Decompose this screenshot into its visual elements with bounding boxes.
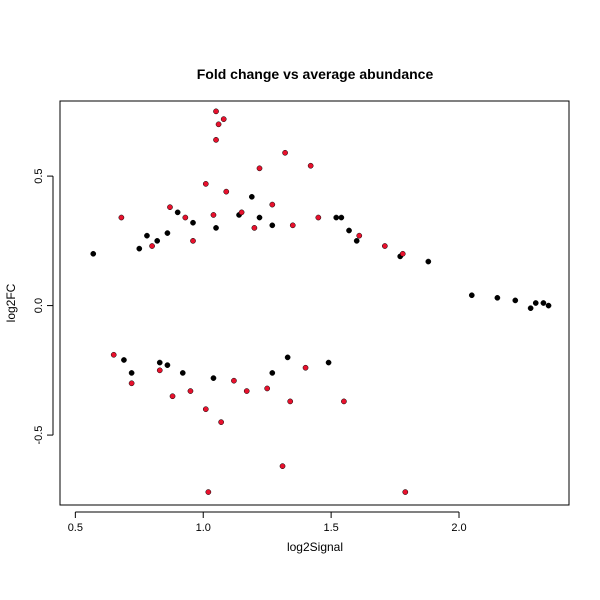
data-point <box>532 300 539 306</box>
data-point <box>282 149 288 156</box>
data-point <box>243 388 250 394</box>
data-point <box>128 380 135 387</box>
y-tick-label: -0.5 <box>33 426 45 445</box>
data-point <box>231 377 237 384</box>
plot-frame <box>59 100 570 506</box>
data-point <box>248 193 255 200</box>
points-layer <box>90 108 552 495</box>
data-point <box>174 209 181 216</box>
x-tick-label: 0.5 <box>68 522 83 534</box>
data-point <box>144 232 150 239</box>
data-point <box>110 351 117 358</box>
data-point <box>223 188 230 195</box>
data-point <box>402 489 409 495</box>
data-point <box>202 181 209 187</box>
data-point <box>156 367 163 374</box>
data-point <box>287 398 294 405</box>
x-axis: 0.5 1.0 1.5 2.0 <box>68 511 467 534</box>
chart-title: Fold change vs average abundance <box>197 66 434 82</box>
data-point <box>346 227 352 234</box>
data-point <box>179 370 186 376</box>
data-point <box>121 357 127 363</box>
data-point <box>218 419 224 425</box>
data-point <box>356 232 363 239</box>
data-point <box>220 116 227 122</box>
data-point <box>325 359 332 366</box>
data-point <box>167 204 173 211</box>
data-point <box>512 297 519 304</box>
data-point <box>169 393 176 400</box>
data-point <box>156 359 163 366</box>
data-point <box>213 137 219 143</box>
data-point <box>269 370 276 376</box>
y-axis: -0.5 0.0 0.5 <box>33 168 54 445</box>
data-point <box>269 222 276 229</box>
data-point <box>182 214 189 221</box>
data-point <box>128 370 135 376</box>
data-point <box>238 209 245 216</box>
x-tick-label: 1.0 <box>196 522 211 534</box>
data-point <box>399 250 406 257</box>
data-point <box>279 463 286 469</box>
y-tick-label: 0.5 <box>33 168 45 183</box>
data-point <box>90 250 97 257</box>
data-point <box>190 238 196 244</box>
data-point <box>136 245 143 252</box>
x-tick-label: 2.0 <box>451 522 466 534</box>
data-point <box>187 388 194 394</box>
data-point <box>213 225 219 231</box>
data-point <box>205 489 212 495</box>
data-point <box>353 238 360 244</box>
data-point <box>289 222 296 229</box>
data-point <box>468 292 475 299</box>
x-tick-label: 1.5 <box>323 522 338 534</box>
data-point <box>527 305 534 312</box>
data-point <box>164 362 171 368</box>
data-point <box>302 364 309 371</box>
data-point <box>333 214 340 221</box>
y-axis-label: log2FC <box>4 283 18 322</box>
data-point <box>164 230 171 236</box>
data-point <box>149 243 155 249</box>
data-point <box>341 398 347 405</box>
data-point <box>381 243 388 249</box>
data-point <box>307 162 314 169</box>
data-point <box>210 375 217 381</box>
data-point <box>494 294 501 301</box>
x-axis-label: log2Signal <box>287 540 343 554</box>
data-point <box>190 219 196 226</box>
data-point <box>256 214 263 221</box>
data-point <box>269 201 276 208</box>
data-point <box>202 406 209 413</box>
data-point <box>338 214 345 221</box>
data-point <box>315 214 322 221</box>
data-point <box>215 121 222 128</box>
data-point <box>154 238 161 244</box>
data-point <box>213 108 219 115</box>
data-point <box>545 302 552 309</box>
data-point <box>425 258 432 265</box>
data-point <box>210 212 217 218</box>
data-point <box>284 354 291 361</box>
data-point <box>251 225 258 231</box>
data-point <box>264 385 271 392</box>
data-point <box>256 165 263 172</box>
y-tick-label: 0.0 <box>33 298 45 313</box>
data-point <box>118 214 125 221</box>
data-point <box>540 300 547 306</box>
